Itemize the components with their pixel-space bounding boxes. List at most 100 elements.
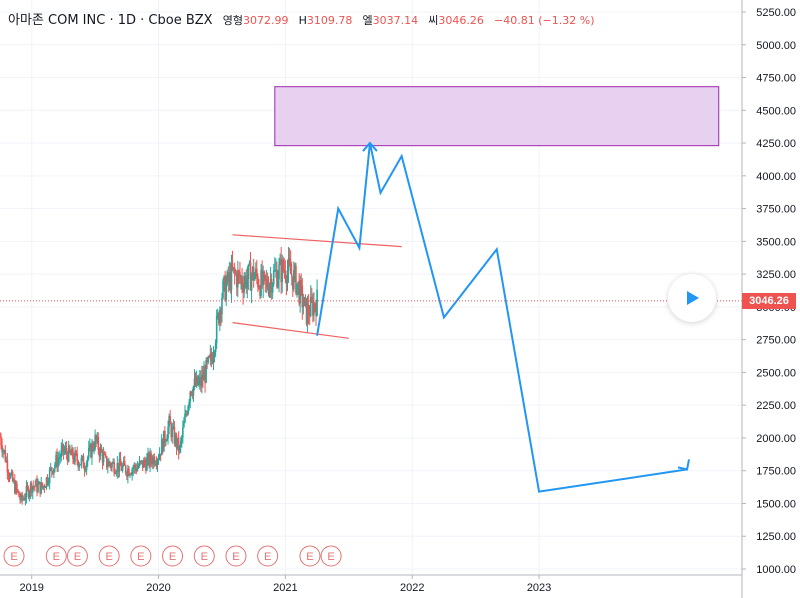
earnings-marker[interactable]: E <box>193 545 215 567</box>
earnings-label: E <box>232 551 239 563</box>
channel-upper-line[interactable] <box>232 234 402 248</box>
exchange-name: Cboe BZX <box>148 13 213 28</box>
candle-body <box>161 439 164 452</box>
candle-body <box>301 285 304 308</box>
candle-body <box>174 435 177 444</box>
earnings-icon[interactable] <box>299 545 321 567</box>
candle-body <box>95 435 97 442</box>
candle-body <box>110 464 112 468</box>
candle-body <box>288 258 291 264</box>
earnings-marker[interactable]: E <box>45 545 67 567</box>
earnings-icon[interactable] <box>320 545 342 567</box>
candle-body <box>36 480 38 492</box>
candle-body <box>141 460 144 468</box>
candle-body <box>86 457 89 463</box>
candle-body <box>70 451 72 456</box>
earnings-marker[interactable]: E <box>66 545 88 567</box>
candle-body <box>216 312 219 317</box>
candle-body <box>40 482 43 494</box>
candle-body <box>315 307 317 316</box>
candle-body <box>196 375 199 385</box>
candle-body <box>296 283 298 294</box>
price-candles <box>0 246 318 506</box>
candle-body <box>312 300 314 316</box>
earnings-icon[interactable] <box>225 545 247 567</box>
candle-body <box>39 482 41 494</box>
symbol-name[interactable]: 아마존 COM INC <box>8 13 106 28</box>
earnings-icon[interactable] <box>193 545 215 567</box>
candle-body <box>228 272 231 282</box>
candle-body <box>140 460 143 462</box>
candle-body <box>120 465 123 471</box>
candle-body <box>186 413 188 415</box>
candle-body <box>285 278 288 284</box>
earnings-icon[interactable] <box>3 545 25 567</box>
candle-body <box>1 445 3 453</box>
candle-body <box>279 259 281 265</box>
earnings-icon[interactable] <box>66 545 88 567</box>
candle-body <box>308 315 311 317</box>
candle-body <box>167 426 169 439</box>
candle-body <box>302 305 305 308</box>
candle-body <box>238 271 240 273</box>
candle-body <box>151 461 154 465</box>
candle-body <box>81 456 84 459</box>
candle-body <box>136 467 139 472</box>
candle-body <box>266 279 269 288</box>
earnings-marker[interactable]: E <box>162 545 184 567</box>
resistance-zone[interactable] <box>274 86 720 147</box>
candle-body <box>62 444 65 453</box>
candle-body <box>267 287 270 294</box>
earnings-marker[interactable]: E <box>3 545 25 567</box>
projection-path[interactable] <box>316 142 688 493</box>
timeframe[interactable]: 1D <box>117 13 136 28</box>
earnings-icon[interactable] <box>45 545 67 567</box>
candle-body <box>212 355 215 363</box>
candle-body <box>47 482 50 484</box>
price-tick-label: 3500.00 <box>756 236 796 248</box>
candle-body <box>148 453 150 466</box>
time-tick-label: 2020 <box>146 582 170 594</box>
candle-body <box>244 275 247 283</box>
earnings-marker[interactable]: E <box>320 545 342 567</box>
candle-body <box>187 406 189 415</box>
candle-body <box>224 276 226 301</box>
open-label: 영형 <box>222 14 243 27</box>
candle-body <box>116 463 119 473</box>
candle-body <box>274 269 276 271</box>
time-tick-label: 2022 <box>400 582 424 594</box>
time-tick-label: 2019 <box>19 582 43 594</box>
candle-body <box>97 436 100 451</box>
low-label: 엘 <box>362 14 373 27</box>
channel-lower-line[interactable] <box>232 322 349 339</box>
earnings-icon[interactable] <box>257 545 279 567</box>
candle-body <box>53 468 55 474</box>
last-price-label: 3046.26 <box>742 292 796 309</box>
earnings-marker[interactable]: E <box>257 545 279 567</box>
candle-body <box>202 374 204 381</box>
earnings-marker[interactable]: E <box>225 545 247 567</box>
earnings-label: E <box>53 551 60 563</box>
candle-body <box>206 359 208 363</box>
earnings-marker[interactable]: E <box>98 545 120 567</box>
candle-body <box>303 297 306 306</box>
candle-body <box>6 459 9 473</box>
earnings-marker[interactable]: E <box>130 545 152 567</box>
play-button[interactable] <box>668 274 716 322</box>
candle-body <box>129 474 131 476</box>
candle-body <box>248 262 251 265</box>
price-tick-label: 4000.00 <box>756 171 796 183</box>
candle-body <box>67 445 70 462</box>
candle-body <box>98 450 101 457</box>
candle-body <box>159 453 162 456</box>
candle-body <box>155 463 158 465</box>
candle-body <box>164 430 166 442</box>
earnings-icon[interactable] <box>162 545 184 567</box>
earnings-marker[interactable]: E <box>299 545 321 567</box>
candle-body <box>208 356 211 358</box>
earnings-icon[interactable] <box>130 545 152 567</box>
candle-body <box>27 487 30 497</box>
candle-body <box>166 438 168 441</box>
earnings-icon[interactable] <box>98 545 120 567</box>
